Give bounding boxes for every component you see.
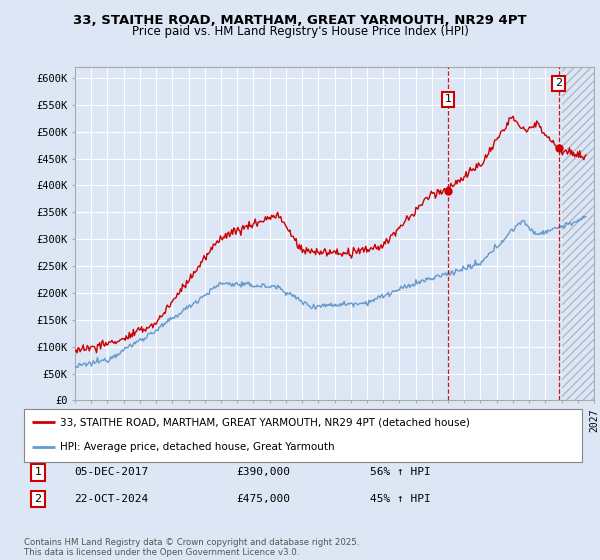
Text: 56% ↑ HPI: 56% ↑ HPI bbox=[370, 468, 431, 478]
Text: Price paid vs. HM Land Registry's House Price Index (HPI): Price paid vs. HM Land Registry's House … bbox=[131, 25, 469, 38]
Text: 05-DEC-2017: 05-DEC-2017 bbox=[74, 468, 148, 478]
Text: 1: 1 bbox=[34, 468, 41, 478]
Text: 1: 1 bbox=[445, 95, 452, 105]
FancyBboxPatch shape bbox=[24, 409, 582, 462]
Text: 33, STAITHE ROAD, MARTHAM, GREAT YARMOUTH, NR29 4PT (detached house): 33, STAITHE ROAD, MARTHAM, GREAT YARMOUT… bbox=[60, 417, 470, 427]
Text: 2: 2 bbox=[555, 78, 562, 88]
Text: 22-OCT-2024: 22-OCT-2024 bbox=[74, 494, 148, 504]
Text: £475,000: £475,000 bbox=[236, 494, 290, 504]
Text: £390,000: £390,000 bbox=[236, 468, 290, 478]
Text: Contains HM Land Registry data © Crown copyright and database right 2025.
This d: Contains HM Land Registry data © Crown c… bbox=[24, 538, 359, 557]
Text: HPI: Average price, detached house, Great Yarmouth: HPI: Average price, detached house, Grea… bbox=[60, 442, 335, 452]
Text: 33, STAITHE ROAD, MARTHAM, GREAT YARMOUTH, NR29 4PT: 33, STAITHE ROAD, MARTHAM, GREAT YARMOUT… bbox=[73, 14, 527, 27]
Text: 45% ↑ HPI: 45% ↑ HPI bbox=[370, 494, 431, 504]
Text: 2: 2 bbox=[34, 494, 41, 504]
